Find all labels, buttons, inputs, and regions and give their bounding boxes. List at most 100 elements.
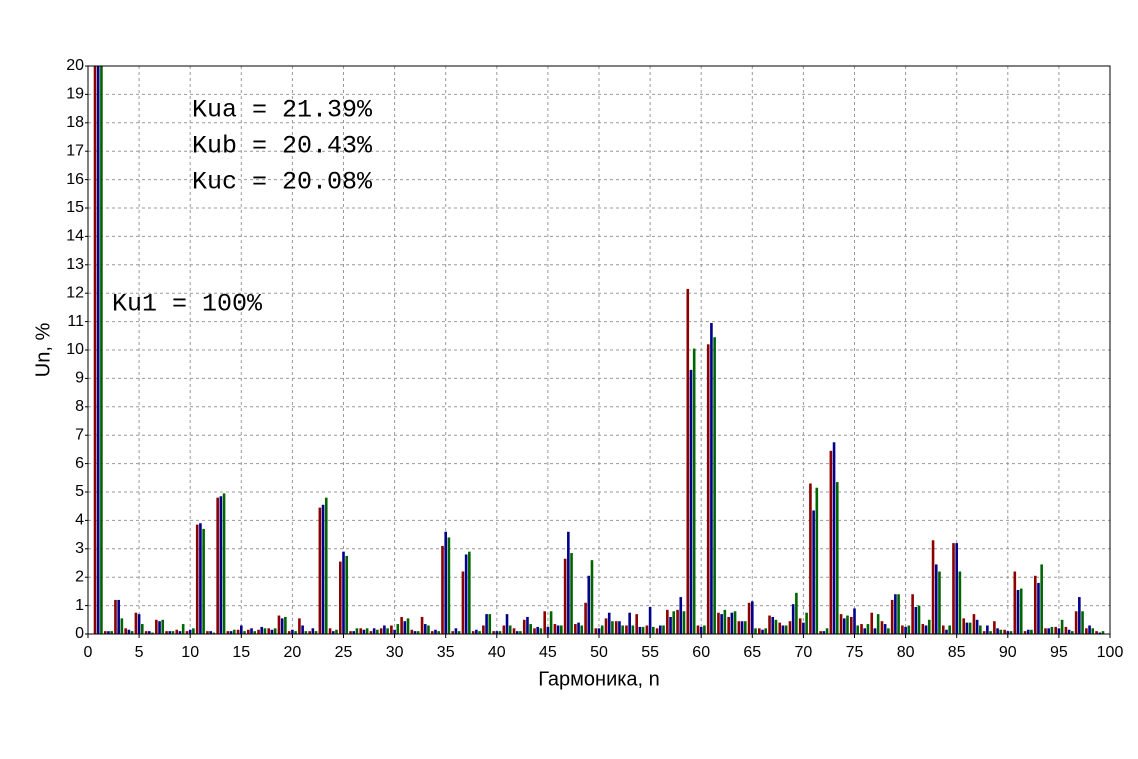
bar xyxy=(117,599,120,634)
bar xyxy=(257,629,260,634)
bar xyxy=(798,618,802,634)
bar xyxy=(416,631,420,634)
bar xyxy=(437,631,440,634)
annotation: Kuc = 20.08% xyxy=(192,168,373,197)
bar xyxy=(819,631,822,634)
bar xyxy=(488,614,492,634)
bar xyxy=(717,612,720,634)
bar xyxy=(1009,631,1013,634)
bar xyxy=(151,632,154,634)
bar xyxy=(1023,631,1027,634)
bar xyxy=(607,612,611,634)
bar xyxy=(652,626,655,634)
bar xyxy=(921,624,925,634)
bar xyxy=(863,628,867,634)
bar xyxy=(669,616,672,634)
bar xyxy=(727,616,730,634)
bar xyxy=(659,625,662,634)
x-tick-label: 95 xyxy=(1050,644,1068,661)
bar xyxy=(413,631,417,634)
bar xyxy=(175,629,179,634)
bar xyxy=(655,628,659,634)
bar xyxy=(771,616,775,634)
bar xyxy=(1088,625,1091,634)
bar xyxy=(93,66,97,634)
bar xyxy=(120,618,124,634)
bar xyxy=(508,625,512,634)
bar xyxy=(1044,628,1047,634)
bar xyxy=(880,621,884,634)
bar xyxy=(376,629,379,634)
bar xyxy=(856,625,859,634)
bar xyxy=(280,618,284,634)
bar xyxy=(784,625,788,634)
bar xyxy=(134,612,138,634)
bar xyxy=(996,628,999,634)
bar xyxy=(549,611,553,634)
bar xyxy=(137,614,141,634)
bar xyxy=(999,629,1003,634)
bar xyxy=(860,624,863,634)
bar xyxy=(703,625,706,634)
bar xyxy=(805,612,808,634)
bar xyxy=(485,614,488,634)
bar xyxy=(628,612,631,634)
bar xyxy=(768,615,771,634)
bar xyxy=(914,607,918,634)
bar xyxy=(420,616,424,634)
y-tick-label: 8 xyxy=(75,398,84,415)
bar xyxy=(114,599,117,634)
bar xyxy=(986,625,989,634)
bar xyxy=(339,561,342,634)
bar xyxy=(1057,628,1061,634)
annotation: Kub = 20.43% xyxy=(192,132,373,161)
bar xyxy=(822,631,826,634)
bar xyxy=(1019,588,1023,634)
bar xyxy=(1078,597,1081,634)
bar xyxy=(352,631,356,634)
bar xyxy=(829,450,833,634)
bar xyxy=(635,614,638,634)
bar xyxy=(713,337,716,634)
bar xyxy=(468,551,471,634)
bar xyxy=(587,575,591,634)
bar xyxy=(774,619,778,634)
bar xyxy=(362,629,366,634)
bar xyxy=(273,628,277,634)
bar xyxy=(260,626,264,634)
x-tick-label: 60 xyxy=(692,644,710,661)
bar xyxy=(941,625,945,634)
bar xyxy=(103,631,107,634)
bar xyxy=(236,629,240,634)
bar xyxy=(553,624,557,634)
bar xyxy=(423,624,427,634)
bar xyxy=(870,612,874,634)
y-tick-label: 20 xyxy=(66,57,84,74)
bar xyxy=(1047,628,1050,634)
bar xyxy=(127,629,131,634)
bar xyxy=(365,628,369,634)
x-tick-label: 80 xyxy=(897,644,915,661)
bar xyxy=(1071,631,1074,634)
bar xyxy=(645,625,649,634)
bar xyxy=(475,629,478,634)
bar xyxy=(965,622,969,634)
y-tick-label: 6 xyxy=(75,455,84,472)
x-tick-label: 70 xyxy=(795,644,813,661)
bar xyxy=(979,625,982,634)
annotation: Kua = 21.39% xyxy=(192,96,373,125)
bar xyxy=(696,625,700,634)
bar xyxy=(802,622,805,634)
bar xyxy=(917,605,921,634)
bar xyxy=(618,621,621,634)
y-tick-label: 12 xyxy=(66,284,84,301)
bar xyxy=(403,621,407,634)
bar xyxy=(250,628,253,634)
bar xyxy=(574,624,577,634)
bar xyxy=(686,288,690,634)
bar xyxy=(526,616,529,634)
bar xyxy=(679,597,683,634)
bar xyxy=(962,618,966,634)
bar xyxy=(952,543,955,634)
bar xyxy=(492,631,495,634)
